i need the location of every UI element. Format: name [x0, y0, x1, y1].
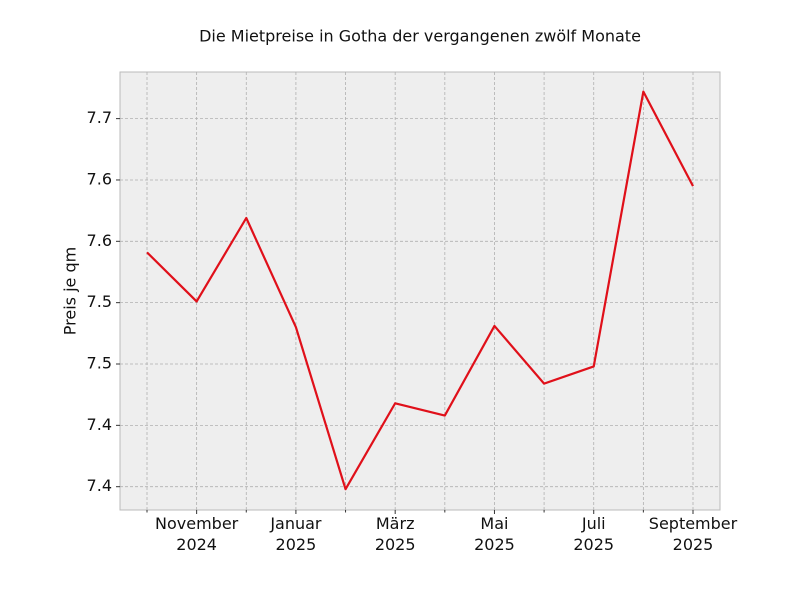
y-axis-label: Preis je qm — [61, 247, 80, 335]
x-tick-label: Juli 2025 — [573, 514, 615, 554]
x-tick-label: Januar 2025 — [270, 514, 322, 554]
data-line — [146, 90, 694, 491]
x-tick-label: Mai 2025 — [474, 514, 515, 554]
y-tick-label: 7.4 — [87, 415, 112, 434]
y-tick-label: 7.6 — [87, 231, 112, 250]
y-tick-label: 7.5 — [87, 292, 112, 311]
x-tick-label: März 2025 — [374, 514, 416, 554]
plot-area — [119, 71, 721, 511]
y-tick-label: 7.7 — [87, 108, 112, 127]
x-tick-label: November 2024 — [155, 514, 239, 554]
y-tick-label: 7.5 — [87, 354, 112, 373]
chart-title: Die Mietpreise in Gotha der vergangenen … — [199, 27, 641, 46]
y-tick-label: 7.6 — [87, 169, 112, 188]
x-tick-label: September 2025 — [648, 514, 738, 554]
y-tick-label: 7.4 — [87, 476, 112, 495]
